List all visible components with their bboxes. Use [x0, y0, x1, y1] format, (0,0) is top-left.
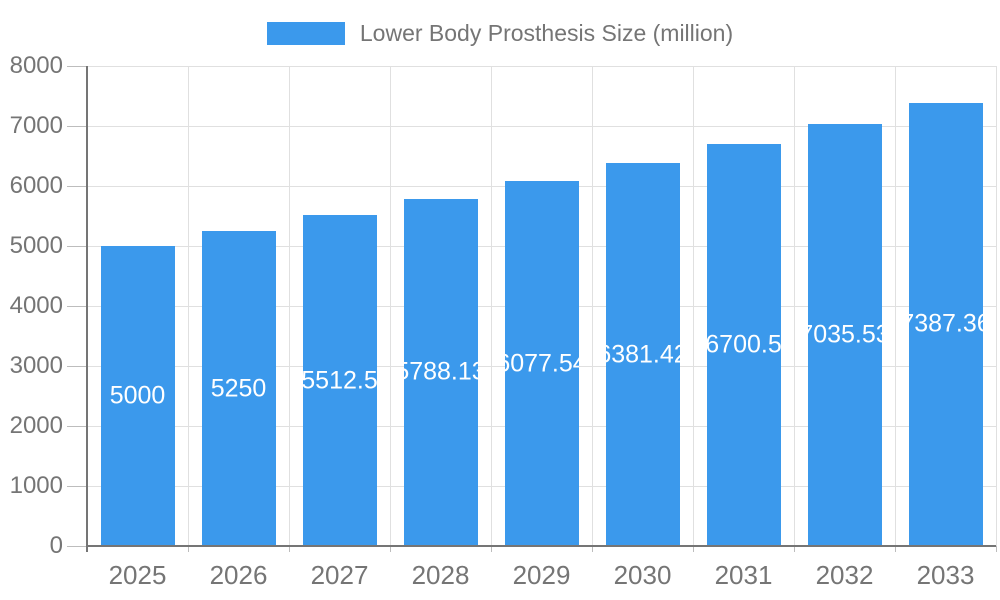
legend-label: Lower Body Prosthesis Size (million): [359, 19, 734, 46]
y-axis-tick-label: 4000: [9, 292, 63, 319]
x-axis-line: [87, 545, 996, 547]
x-gridline: [692, 66, 694, 546]
x-tick: [591, 546, 593, 552]
x-axis-tick-label: 2031: [714, 560, 773, 590]
bar-value-label: 7387.36: [909, 309, 983, 338]
x-tick: [490, 546, 492, 552]
bar-value-label: 6700.5: [706, 330, 781, 359]
y-tick: [67, 425, 87, 427]
y-tick: [67, 485, 87, 487]
legend-swatch: [266, 21, 345, 45]
bar-value-label: 5250: [210, 374, 267, 402]
bar: 7387.36: [908, 102, 983, 546]
y-tick: [67, 365, 87, 367]
y-tick: [67, 65, 87, 67]
y-axis-tick-label: 7000: [9, 112, 63, 139]
y-gridline: [87, 125, 996, 127]
x-axis-tick-label: 2026: [209, 560, 268, 590]
bar-value-label: 6077.54: [505, 349, 579, 378]
x-axis-tick-label: 2032: [815, 560, 874, 590]
x-tick: [692, 546, 694, 552]
bar-value-label: 6381.42: [606, 340, 680, 369]
bar-value-label: 7035.53: [808, 320, 882, 349]
bar: 6381.42: [605, 163, 680, 546]
bar: 5250: [201, 231, 276, 546]
y-axis-line: [86, 66, 88, 552]
x-gridline: [389, 66, 391, 546]
x-tick: [288, 546, 290, 552]
x-axis-tick-label: 2033: [916, 560, 975, 590]
y-gridline: [87, 65, 996, 67]
x-gridline: [591, 66, 593, 546]
y-axis-tick-label: 2000: [9, 412, 63, 439]
x-tick: [389, 546, 391, 552]
bar: 7035.53: [807, 123, 882, 546]
bar: 6077.54: [504, 181, 579, 546]
y-axis-tick-label: 6000: [9, 172, 63, 199]
y-axis-tick-label: 1000: [9, 472, 63, 499]
x-gridline: [793, 66, 795, 546]
y-tick: [67, 545, 87, 547]
legend: Lower Body Prosthesis Size (million): [0, 20, 1000, 46]
bar: 6700.5: [706, 143, 781, 546]
x-gridline: [288, 66, 290, 546]
x-gridline: [490, 66, 492, 546]
x-axis-tick-label: 2025: [108, 560, 167, 590]
y-axis-tick-label: 3000: [9, 352, 63, 379]
bar-value-label: 5000: [109, 381, 166, 410]
y-tick: [67, 185, 87, 187]
x-axis-tick-label: 2030: [613, 560, 672, 590]
x-axis-tick-label: 2027: [310, 560, 369, 590]
y-tick: [67, 125, 87, 127]
y-tick: [67, 245, 87, 247]
x-tick: [793, 546, 795, 552]
x-gridline: [995, 66, 997, 546]
x-axis-tick-label: 2029: [512, 560, 571, 590]
x-gridline: [187, 66, 189, 546]
y-axis-tick-label: 8000: [9, 52, 63, 79]
bar: 5512.5: [302, 215, 377, 546]
bar-value-label: 5512.5: [302, 366, 377, 395]
y-axis-tick-label: 0: [49, 532, 63, 559]
y-axis-tick-label: 5000: [9, 232, 63, 259]
x-axis-tick-label: 2028: [411, 560, 470, 590]
x-tick: [187, 546, 189, 552]
x-tick: [894, 546, 896, 552]
x-tick: [995, 546, 997, 552]
x-gridline: [894, 66, 896, 546]
y-tick: [67, 305, 87, 307]
bar: 5000: [100, 246, 175, 546]
